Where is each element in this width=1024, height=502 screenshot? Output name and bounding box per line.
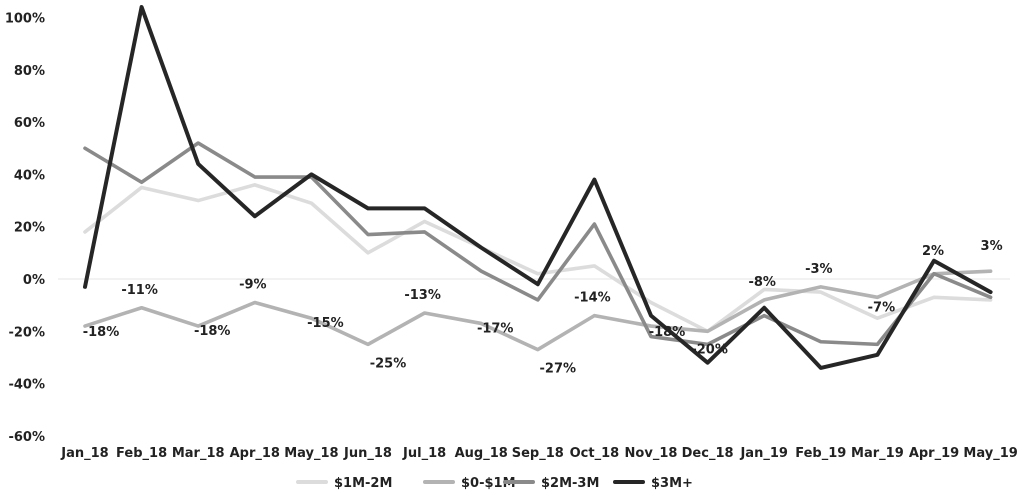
x-tick-label: Apr_19 [909, 446, 959, 461]
x-tick-label: Jan_18 [60, 446, 108, 461]
data-label: -9% [239, 278, 266, 293]
legend: $1M-2M $0-$1M $2M-3M $3M+ [296, 476, 693, 491]
data-label: -25% [370, 356, 407, 371]
legend-label: $3M+ [651, 476, 693, 491]
y-tick-label: -40% [8, 378, 45, 393]
data-label: -18% [194, 324, 231, 339]
data-label: -14% [574, 291, 611, 306]
data-label: -13% [404, 288, 441, 303]
data-label: -15% [307, 316, 344, 331]
x-tick-label: Jul_18 [402, 446, 446, 461]
y-tick-label: -60% [8, 430, 45, 445]
series-lines [83, 5, 993, 370]
legend-label: $2M-3M [541, 476, 599, 491]
x-tick-label: Mar_19 [851, 446, 904, 461]
x-tick-label: May_19 [963, 446, 1017, 461]
x-axis: Jan_18 Feb_18 Mar_18 Apr_18 May_18 Jun_18 Jul_… [60, 446, 1018, 461]
data-label: 3% [981, 239, 1003, 254]
y-tick-label: 100% [5, 12, 45, 27]
series-line-0 [83, 183, 993, 334]
data-labels: -18% -11% -18% -9% -15% -25% -13% -17% -27% -14% -… [83, 239, 1003, 376]
data-label: -18% [83, 325, 120, 340]
data-label: -18% [649, 325, 686, 340]
data-label: -7% [868, 300, 895, 315]
series-line-2 [83, 141, 993, 347]
legend-label: $0-$1M [461, 476, 516, 491]
y-tick-label: 60% [14, 116, 45, 131]
x-tick-label: May_18 [284, 446, 338, 461]
x-tick-label: Nov_18 [625, 446, 678, 461]
y-axis: 100% 80% 60% 40% 20% 0% -20% -40% -60% [5, 12, 45, 445]
data-label: -11% [121, 283, 158, 298]
y-tick-label: 40% [14, 168, 45, 183]
x-tick-label: Jun_18 [343, 446, 392, 461]
x-tick-label: Oct_18 [570, 446, 620, 461]
y-tick-label: 20% [14, 221, 45, 236]
data-label: -27% [540, 362, 577, 377]
y-tick-label: 80% [14, 64, 45, 79]
x-tick-label: Dec_18 [682, 446, 734, 461]
x-tick-label: Sep_18 [512, 446, 564, 461]
y-tick-label: 0% [23, 273, 45, 288]
x-tick-label: Aug_18 [455, 446, 508, 461]
data-label: -3% [805, 262, 832, 277]
data-label: -17% [477, 321, 514, 336]
x-tick-label: Feb_19 [795, 446, 846, 461]
x-tick-label: Mar_18 [172, 446, 225, 461]
series-line-3 [83, 5, 993, 370]
y-tick-label: -20% [8, 325, 45, 340]
data-label: -20% [691, 342, 728, 357]
data-label: -8% [748, 275, 775, 290]
x-tick-label: Apr_18 [230, 446, 280, 461]
legend-label: $1M-2M [334, 476, 392, 491]
x-tick-label: Feb_18 [116, 446, 167, 461]
data-label: 2% [922, 244, 944, 259]
x-tick-label: Jan_19 [739, 446, 787, 461]
